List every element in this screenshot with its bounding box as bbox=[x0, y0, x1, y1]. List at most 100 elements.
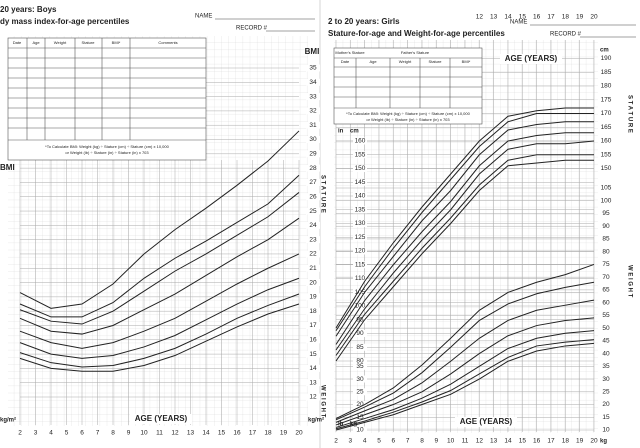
y-tick-label: 15 bbox=[356, 414, 364, 421]
percentile-curve bbox=[19, 253, 300, 349]
y-tick-label: 175 bbox=[601, 96, 612, 103]
x-tick-label: 8 bbox=[420, 438, 424, 445]
y-tick-label: 190 bbox=[601, 55, 612, 62]
y-tick-label: 120 bbox=[355, 248, 366, 255]
side-label: S T A T U R E bbox=[626, 95, 632, 133]
y-tick-label: 150 bbox=[355, 165, 366, 172]
table-header: Age bbox=[369, 59, 377, 64]
tick-label-bg bbox=[306, 293, 320, 301]
tick-label-bg bbox=[599, 165, 613, 172]
y-tick-label: 155 bbox=[601, 151, 612, 158]
x-label: AGE (YEARS) bbox=[505, 54, 558, 63]
tick-label-bg bbox=[306, 279, 320, 287]
y-tick-label: 115 bbox=[355, 261, 366, 268]
y-tick-label: 165 bbox=[601, 124, 612, 131]
label-box bbox=[455, 417, 517, 427]
tick-label-bg bbox=[306, 336, 320, 344]
percentile-curve bbox=[19, 293, 300, 368]
tick-label-bg bbox=[306, 379, 320, 387]
y-tick-label: 75 bbox=[602, 261, 610, 268]
label-box bbox=[130, 414, 192, 424]
table-header: BMI* bbox=[112, 40, 121, 45]
tick-label-bg bbox=[599, 96, 613, 104]
y-unit: cm bbox=[600, 48, 609, 54]
percentile-curve bbox=[335, 263, 595, 419]
tick-label-bg bbox=[353, 275, 367, 282]
table-header: Stature bbox=[82, 40, 96, 45]
y-tick-label: 25 bbox=[602, 389, 610, 396]
percentile-curve bbox=[335, 342, 595, 431]
x-tick-label: 5 bbox=[65, 430, 69, 437]
y-tick-label: 20 bbox=[356, 401, 364, 408]
y-unit: cm bbox=[350, 129, 359, 135]
x-tick-label: 10 bbox=[140, 430, 148, 437]
y-tick-label: 19 bbox=[309, 294, 317, 301]
tick-label-bg bbox=[599, 151, 613, 159]
x-tick-label: 8 bbox=[111, 430, 115, 437]
x-tick-label: 10 bbox=[447, 438, 455, 445]
percentile-curve bbox=[19, 192, 300, 325]
tick-label-bg bbox=[306, 193, 320, 201]
y-tick-label: 185 bbox=[601, 69, 612, 76]
tick-label-bg bbox=[353, 302, 367, 310]
x-tick-label: 12 bbox=[476, 14, 484, 21]
tick-label-bg bbox=[599, 299, 613, 307]
y-tick-label: 95 bbox=[602, 210, 610, 217]
y-tick-label: 23 bbox=[309, 236, 317, 243]
tick-label-bg bbox=[599, 248, 613, 256]
y-tick-label: 35 bbox=[356, 363, 364, 370]
y-tick-label: 18 bbox=[309, 308, 317, 315]
tick-label-bg bbox=[599, 260, 613, 268]
tick-label-bg bbox=[599, 184, 613, 192]
tick-label-bg bbox=[599, 137, 613, 145]
x-tick-label: 2 bbox=[334, 438, 338, 445]
title: 2 to 20 years: Girls bbox=[328, 17, 400, 26]
tick-label-bg bbox=[599, 375, 613, 383]
x-tick-label: 15 bbox=[218, 430, 226, 437]
x-tick-label: 13 bbox=[490, 14, 498, 21]
tick-label-bg bbox=[306, 364, 320, 372]
table-header: Date bbox=[13, 40, 22, 45]
y-tick-label: 21 bbox=[309, 265, 317, 272]
y-tick-label: 12 bbox=[309, 394, 317, 401]
percentile-curve bbox=[335, 339, 595, 430]
side-label: W E I G H T bbox=[626, 265, 632, 298]
tick-label-bg bbox=[306, 321, 320, 329]
table-header: Age bbox=[32, 40, 40, 45]
tick-label-bg bbox=[306, 107, 320, 115]
x-label: AGE (YEARS) bbox=[460, 417, 513, 426]
tick-label-bg bbox=[599, 350, 613, 358]
y-tick-label: 25 bbox=[309, 208, 317, 215]
tick-label-bg bbox=[306, 121, 320, 129]
tick-label-bg bbox=[306, 178, 320, 186]
tick-label-bg bbox=[599, 273, 613, 281]
x-tick-label: 19 bbox=[576, 438, 584, 445]
tick-label-bg bbox=[599, 362, 613, 370]
y-tick-label: 24 bbox=[309, 222, 317, 229]
tick-label-bg bbox=[353, 288, 367, 296]
y-tick-label: 26 bbox=[309, 193, 317, 200]
y-tick-label: 20 bbox=[309, 279, 317, 286]
side-label: W E I G H T bbox=[319, 385, 325, 418]
x-tick-label: 11 bbox=[462, 438, 469, 445]
y-tick-label: 33 bbox=[309, 93, 317, 100]
y-tick-label: 170 bbox=[601, 110, 612, 117]
y-tick-label: 35 bbox=[602, 363, 610, 370]
percentile-curve bbox=[19, 174, 300, 318]
x-tick-label: 12 bbox=[171, 430, 179, 437]
y-tick-label: 30 bbox=[602, 376, 610, 383]
y-tick-label: 155 bbox=[355, 151, 366, 158]
percentile-curve bbox=[335, 159, 594, 362]
table-header: Stature bbox=[429, 59, 443, 64]
tick-label-bg bbox=[353, 375, 367, 383]
percentile-curve bbox=[335, 140, 595, 351]
y-tick-label: 31 bbox=[309, 122, 317, 129]
y-tick-label: 35 bbox=[309, 65, 317, 72]
y-tick-label: 15 bbox=[309, 351, 317, 358]
bmi-note: or Weight (lb) ÷ Stature (in) ÷ Stature … bbox=[366, 117, 450, 122]
y2-unit: kg bbox=[350, 422, 357, 428]
y-tick-label: 32 bbox=[309, 108, 317, 115]
x-tick-label: 20 bbox=[590, 438, 598, 445]
x-tick-label: 17 bbox=[547, 438, 555, 445]
tick-label-bg bbox=[306, 150, 320, 158]
